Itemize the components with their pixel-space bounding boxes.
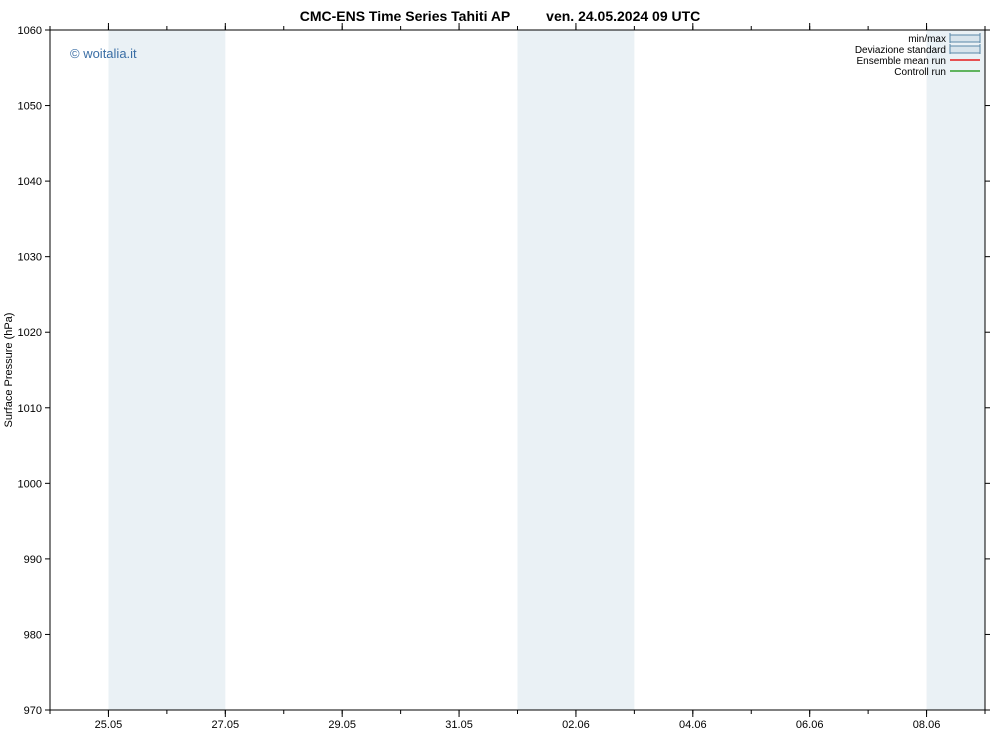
- y-tick-label: 1000: [18, 478, 42, 490]
- y-tick-label: 1040: [18, 176, 42, 188]
- x-tick-label: 29.05: [328, 719, 356, 731]
- x-tick-label: 08.06: [913, 719, 941, 731]
- weekend-band: [108, 30, 225, 710]
- x-tick-label: 31.05: [445, 719, 473, 731]
- legend-swatch-band: [950, 46, 980, 53]
- chart-container: CMC-ENS Time Series Tahiti AP ven. 24.05…: [0, 0, 1000, 733]
- y-tick-label: 1050: [18, 101, 42, 113]
- y-tick-label: 990: [24, 554, 42, 566]
- y-tick-label: 970: [24, 705, 42, 717]
- legend-label: Deviazione standard: [855, 45, 946, 56]
- y-tick-label: 1030: [18, 252, 42, 264]
- watermark: © woitalia.it: [70, 46, 137, 61]
- x-tick-label: 25.05: [95, 719, 123, 731]
- legend-swatch-band: [950, 35, 980, 42]
- y-tick-label: 980: [24, 629, 42, 641]
- legend-label: min/max: [908, 34, 946, 45]
- y-tick-label: 1020: [18, 327, 42, 339]
- x-tick-label: 02.06: [562, 719, 590, 731]
- y-tick-label: 1010: [18, 403, 42, 415]
- chart-svg: 970 980 990 1000 1010 1020 1030 1040 1050 1060 Sur…: [0, 0, 1000, 733]
- weekend-band: [518, 30, 635, 710]
- y-tick-label: 1060: [18, 25, 42, 37]
- x-tick-label: 06.06: [796, 719, 824, 731]
- y-axis-label: Surface Pressure (hPa): [3, 313, 15, 428]
- legend-label: Ensemble mean run: [857, 56, 947, 67]
- legend-label: Controll run: [894, 67, 946, 78]
- x-tick-label: 04.06: [679, 719, 707, 731]
- x-tick-label: 27.05: [212, 719, 240, 731]
- weekend-band: [927, 30, 985, 710]
